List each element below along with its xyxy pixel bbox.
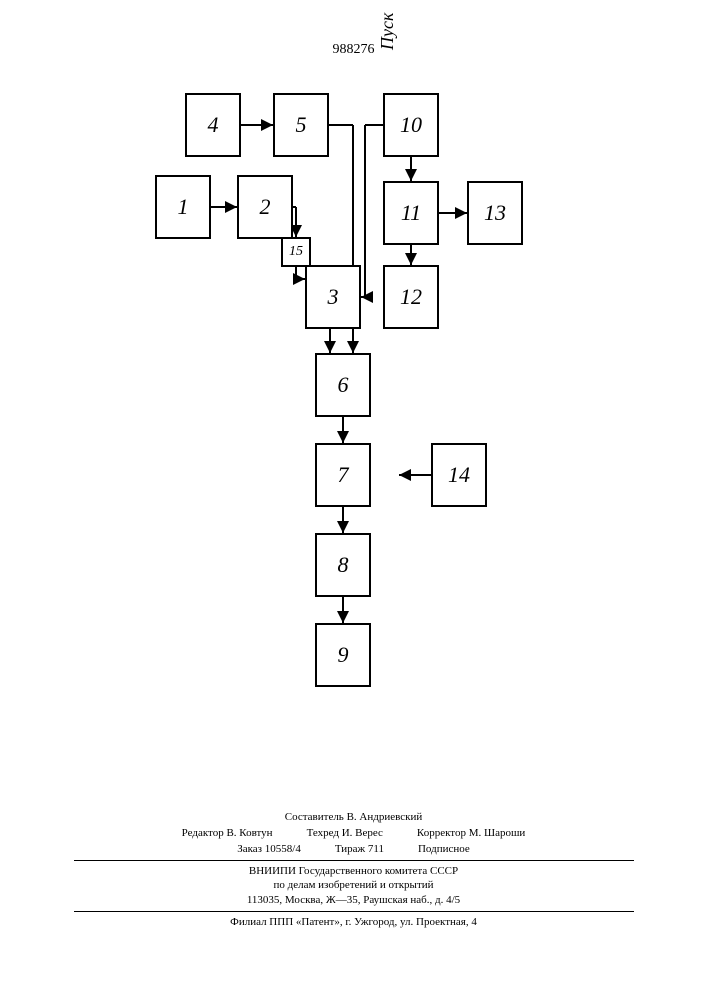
block-5: 5 xyxy=(273,93,329,157)
block-6: 6 xyxy=(315,353,371,417)
block-12: 12 xyxy=(383,265,439,329)
org-line-3: 113035, Москва, Ж—35, Раушская наб., д. … xyxy=(0,893,707,908)
block-14: 14 xyxy=(431,443,487,507)
org-line-2: по делам изобретений и открытий xyxy=(0,878,707,893)
block-3: 3 xyxy=(305,265,361,329)
page-number: 988276 xyxy=(333,42,375,58)
block-9: 9 xyxy=(315,623,371,687)
footer-rule-1 xyxy=(74,860,634,861)
org-line-1: ВНИИПИ Государственного комитета СССР xyxy=(0,864,707,879)
tirazh-text: Тираж 711 xyxy=(335,842,384,857)
subscr-text: Подписное xyxy=(418,842,470,857)
block-15: 15 xyxy=(281,237,311,267)
pusk-label: Пуск xyxy=(377,13,398,50)
block-1: 1 xyxy=(155,175,211,239)
org-line-4: Филиал ППП «Патент», г. Ужгород, ул. Про… xyxy=(0,915,707,930)
block-10: 10 xyxy=(383,93,439,157)
compiler-line: Составитель В. Андриевский xyxy=(0,810,707,825)
block-11: 11 xyxy=(383,181,439,245)
block-7: 7 xyxy=(315,443,371,507)
corrector-text: Корректор М. Шароши xyxy=(417,826,525,841)
footer-imprint: Составитель В. Андриевский Редактор В. К… xyxy=(0,810,707,930)
block-4: 4 xyxy=(185,93,241,157)
block-13: 13 xyxy=(467,181,523,245)
order-text: Заказ 10558/4 xyxy=(237,842,301,857)
footer-rule-2 xyxy=(74,911,634,912)
block-2: 2 xyxy=(237,175,293,239)
block-8: 8 xyxy=(315,533,371,597)
editor-text: Редактор В. Ковтун xyxy=(182,826,273,841)
techred-text: Техред И. Верес xyxy=(307,826,383,841)
block-diagram: 123456789101112131415 Пуск xyxy=(85,95,615,825)
